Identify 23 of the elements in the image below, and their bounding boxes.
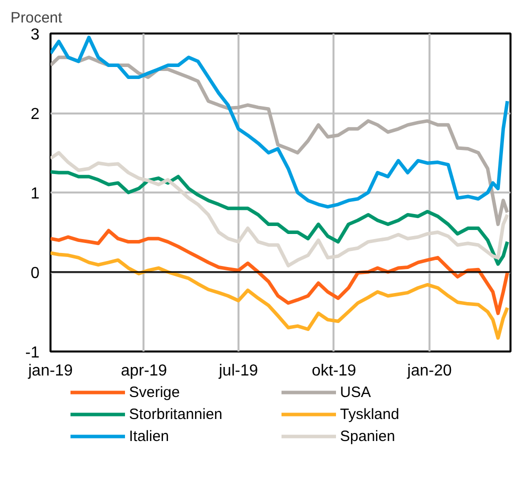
legend-label: Sverige — [129, 384, 181, 400]
legend-label: USA — [340, 384, 372, 400]
line-series — [50, 151, 510, 268]
x-tick-label: jan-19 — [27, 362, 73, 380]
y-tick-label: 3 — [30, 26, 40, 44]
y-tick-label: 2 — [30, 106, 40, 123]
line-series — [50, 251, 510, 340]
legend-label: Spanien — [340, 428, 396, 444]
line-series — [50, 36, 510, 209]
legend-label: Italien — [129, 428, 170, 444]
y-tick-label: 1 — [30, 186, 40, 202]
x-tick-label: apr-19 — [120, 362, 168, 380]
legend-label: Tyskland — [340, 406, 400, 422]
x-tick-label: jul-19 — [218, 362, 258, 380]
y-tick-label: 0 — [30, 265, 40, 282]
x-tick-label: okt-19 — [312, 362, 356, 380]
y-tick-label: -1 — [25, 344, 40, 362]
line-series — [50, 56, 510, 226]
line-series — [50, 170, 510, 266]
legend-label: Storbritannien — [129, 406, 224, 422]
x-tick-label: jan-20 — [406, 362, 452, 380]
y-axis-title: Procent — [10, 10, 64, 26]
line-series — [50, 228, 510, 316]
